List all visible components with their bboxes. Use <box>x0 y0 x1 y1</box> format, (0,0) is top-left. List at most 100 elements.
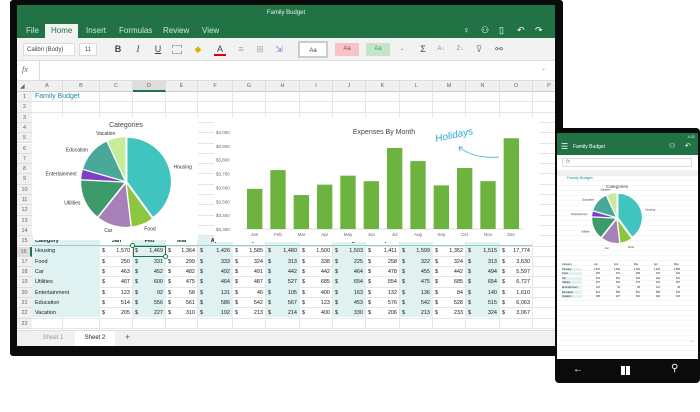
value-cell[interactable]: 214 <box>287 310 297 317</box>
row-header-18[interactable]: 18 <box>17 267 32 278</box>
value-cell[interactable]: 6,063 <box>516 299 530 306</box>
pie-slice-housing[interactable] <box>617 193 643 238</box>
autosum-button[interactable]: Σ <box>420 44 426 54</box>
tab-formulas[interactable]: Formulas <box>119 26 153 35</box>
value-cell[interactable]: 313 <box>487 258 497 265</box>
value-cell[interactable]: 442 <box>320 269 330 276</box>
column-header-e[interactable]: E <box>166 81 198 92</box>
tab-insert[interactable]: Insert <box>86 26 107 35</box>
sort-ascending-icon[interactable]: A↓ <box>437 46 445 52</box>
bar-apr[interactable] <box>317 184 333 229</box>
value-cell[interactable]: 478 <box>387 269 397 276</box>
style-bad-button[interactable]: Aa <box>335 43 359 56</box>
share-icon[interactable]: ⚇ <box>481 25 490 35</box>
value-cell[interactable]: 542 <box>253 299 263 306</box>
value-cell[interactable]: 123 <box>320 299 330 306</box>
value-cell[interactable]: 452 <box>153 269 163 276</box>
row-header-13[interactable]: 13 <box>17 215 32 226</box>
value-cell[interactable]: 455 <box>420 269 430 276</box>
bar-sep[interactable] <box>433 185 449 229</box>
category-cell[interactable]: Housing <box>35 248 56 255</box>
category-cell[interactable]: Vacation <box>35 310 56 317</box>
value-cell[interactable]: 1,570 <box>116 248 130 255</box>
table-header-feb[interactable]: Feb <box>144 238 155 245</box>
underline-button[interactable]: U <box>154 44 162 54</box>
value-cell[interactable]: 310 <box>185 310 195 317</box>
value-cell[interactable]: 6,727 <box>516 279 530 286</box>
value-cell[interactable]: 58 <box>188 289 195 296</box>
bar-chart[interactable]: Expenses By Month $3,300 $3,400 $3,500 $3,60… <box>214 117 539 242</box>
styles-more-chevron-icon[interactable]: ⌄ <box>399 46 405 52</box>
value-cell[interactable]: 105 <box>287 289 297 296</box>
column-header-i[interactable]: I <box>300 81 333 92</box>
pie-slice-utilities[interactable] <box>80 179 126 218</box>
pie-slice-vacation[interactable] <box>606 192 618 217</box>
column-header-c[interactable]: C <box>100 81 133 92</box>
value-cell[interactable]: 600 <box>153 279 163 286</box>
merge-icon[interactable]: ⊞ <box>256 44 264 54</box>
column-header-p[interactable]: P <box>533 81 555 92</box>
column-header-j[interactable]: J <box>333 81 366 92</box>
value-cell[interactable]: 1,503 <box>349 248 363 255</box>
pie-slice-education[interactable] <box>82 140 126 182</box>
add-sheet-button[interactable]: + <box>125 332 131 342</box>
value-cell[interactable]: 475 <box>185 279 195 286</box>
value-cell[interactable]: 487 <box>253 279 263 286</box>
value-cell[interactable]: 475 <box>420 279 430 286</box>
value-cell[interactable]: 136 <box>420 289 430 296</box>
book-icon[interactable]: ▯ <box>499 25 504 35</box>
row-header-4[interactable]: 4 <box>17 122 32 134</box>
value-cell[interactable]: 92 <box>156 289 163 296</box>
pie-slice-utilities[interactable] <box>591 216 617 238</box>
value-cell[interactable]: 1,426 <box>216 248 230 255</box>
value-cell[interactable]: 250 <box>120 258 130 265</box>
value-cell[interactable]: 494 <box>487 269 497 276</box>
value-cell[interactable]: 1,352 <box>449 248 463 255</box>
row-header-3[interactable]: 3 <box>17 112 32 123</box>
expand-formula-chevron-icon[interactable]: ⌄ <box>541 66 547 72</box>
value-cell[interactable]: 322 <box>420 258 430 265</box>
font-color-button[interactable]: A <box>214 43 226 56</box>
value-cell[interactable]: 3,630 <box>516 258 530 265</box>
category-cell[interactable]: Food <box>35 258 48 265</box>
column-header-d[interactable]: D <box>133 81 166 92</box>
value-cell[interactable]: 140 <box>487 289 497 296</box>
bar-jul[interactable] <box>387 147 403 229</box>
value-cell[interactable]: 46 <box>256 289 263 296</box>
phone-formula-bar[interactable]: fx <box>562 158 692 167</box>
value-cell[interactable]: 654 <box>487 279 497 286</box>
value-cell[interactable]: 453 <box>353 299 363 306</box>
value-cell[interactable]: 331 <box>153 258 163 265</box>
row-header-12[interactable]: 12 <box>17 205 32 216</box>
bar-oct[interactable] <box>457 168 473 229</box>
row-header-9[interactable]: 9 <box>17 174 32 185</box>
back-icon[interactable]: ← <box>573 364 583 375</box>
value-cell[interactable]: 492 <box>220 269 230 276</box>
share-icon[interactable]: ⚇ <box>669 143 676 150</box>
value-cell[interactable]: 5,597 <box>516 269 530 276</box>
value-cell[interactable]: 528 <box>453 299 463 306</box>
pie-slice-car[interactable] <box>601 218 620 244</box>
value-cell[interactable]: 333 <box>220 258 230 265</box>
value-cell[interactable]: 586 <box>220 299 230 306</box>
tab-view[interactable]: View <box>202 26 220 35</box>
category-cell[interactable]: Entertainment <box>35 289 70 296</box>
row-header-10[interactable]: 10 <box>17 184 32 195</box>
bold-button[interactable]: B <box>114 44 122 54</box>
value-cell[interactable]: 313 <box>287 258 297 265</box>
value-cell[interactable]: 1,599 <box>416 248 430 255</box>
bar-jun[interactable] <box>363 181 379 229</box>
font-size-box[interactable]: 11 <box>79 43 97 56</box>
value-cell[interactable]: 542 <box>420 299 430 306</box>
windows-start-icon[interactable] <box>621 366 630 375</box>
value-cell[interactable]: 464 <box>220 279 230 286</box>
row-header-5[interactable]: 5 <box>17 133 32 144</box>
value-cell[interactable]: 258 <box>387 258 397 265</box>
column-header-b[interactable]: B <box>63 81 100 92</box>
value-cell[interactable]: 123 <box>120 289 130 296</box>
row-header-19[interactable]: 19 <box>17 277 32 288</box>
value-cell[interactable]: 1,500 <box>316 248 330 255</box>
value-cell[interactable]: 556 <box>153 299 163 306</box>
value-cell[interactable]: 225 <box>353 258 363 265</box>
pie-slice-education[interactable] <box>592 195 617 218</box>
